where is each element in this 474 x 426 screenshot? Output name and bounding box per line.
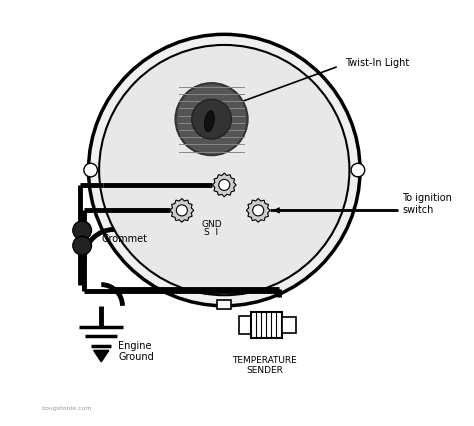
Text: Grommet: Grommet	[101, 233, 147, 243]
Circle shape	[89, 35, 360, 306]
Text: Twist-In Light: Twist-In Light	[345, 58, 410, 68]
Circle shape	[73, 237, 91, 255]
Bar	[239, 316, 251, 334]
Text: Engine
Ground: Engine Ground	[118, 340, 154, 361]
Polygon shape	[170, 199, 194, 223]
Bar	[251, 312, 282, 338]
Circle shape	[99, 46, 349, 296]
Bar	[282, 317, 296, 333]
Circle shape	[176, 205, 187, 216]
Circle shape	[253, 205, 264, 216]
Polygon shape	[212, 174, 236, 197]
Circle shape	[219, 180, 230, 191]
Text: To ignition
switch: To ignition switch	[402, 193, 452, 214]
Circle shape	[73, 222, 91, 240]
Polygon shape	[93, 351, 109, 362]
Circle shape	[351, 164, 365, 178]
Circle shape	[191, 100, 231, 140]
Text: TEMPERATURE
SENDER: TEMPERATURE SENDER	[232, 355, 297, 374]
Bar	[218, 300, 231, 310]
Text: GND: GND	[201, 219, 222, 228]
Circle shape	[84, 164, 98, 178]
Polygon shape	[246, 199, 270, 223]
Text: bougstonle.com: bougstonle.com	[42, 405, 92, 410]
Text: S  I: S I	[204, 227, 219, 236]
Circle shape	[175, 84, 247, 156]
Ellipse shape	[204, 112, 214, 132]
